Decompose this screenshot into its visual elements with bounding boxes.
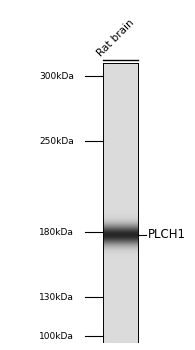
Text: 100kDa: 100kDa [39, 332, 74, 341]
Text: Rat brain: Rat brain [95, 18, 136, 59]
Text: 250kDa: 250kDa [39, 136, 74, 146]
Text: PLCH1: PLCH1 [148, 229, 186, 241]
Text: 300kDa: 300kDa [39, 71, 74, 80]
Text: 130kDa: 130kDa [39, 293, 74, 302]
Text: 180kDa: 180kDa [39, 228, 74, 237]
